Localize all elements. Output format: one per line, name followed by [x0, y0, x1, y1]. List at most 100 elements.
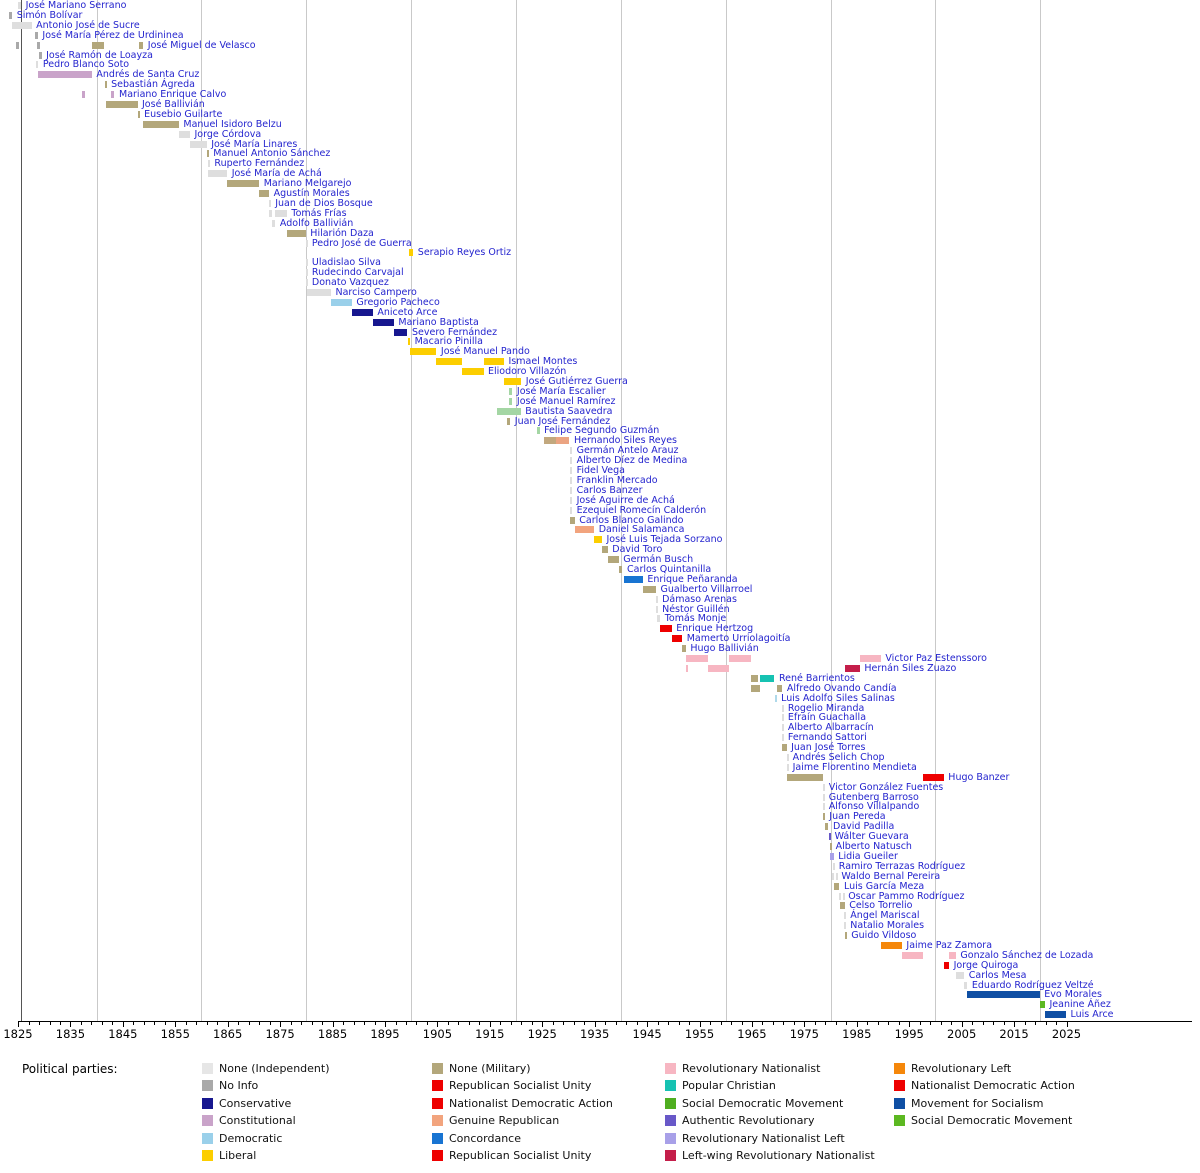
- president-label[interactable]: José Manuel Pando: [440, 346, 530, 358]
- president-label[interactable]: Gonzalo Sánchez de Lozada: [960, 949, 1094, 961]
- president-label[interactable]: David Toro: [612, 544, 663, 556]
- president-label[interactable]: Néstor Guillén: [662, 603, 730, 615]
- president-label[interactable]: Victor Paz Estenssoro: [885, 653, 987, 664]
- president-label[interactable]: Jorge Quiroga: [953, 959, 1019, 971]
- president-label[interactable]: Hugo Ballivián: [690, 643, 759, 655]
- president-label[interactable]: Uladislao Silva: [311, 257, 381, 269]
- president-label[interactable]: Enrique Hertzog: [676, 623, 754, 635]
- president-label[interactable]: Jorge Córdova: [194, 128, 262, 140]
- president-label[interactable]: Mariano Baptista: [398, 316, 479, 328]
- president-label[interactable]: Juan de Dios Bosque: [275, 197, 373, 209]
- president-label[interactable]: Carlos Mesa: [968, 969, 1027, 981]
- president-label[interactable]: Hugo Banzer: [948, 771, 1010, 783]
- president-label[interactable]: Donato Vazquez: [311, 277, 389, 288]
- president-label[interactable]: Felipe Segundo Guzmán: [544, 425, 660, 437]
- president-label[interactable]: Efraín Guachalla: [787, 712, 867, 724]
- president-label[interactable]: José Mariano Serrano: [25, 0, 127, 11]
- president-label[interactable]: Fidel Vega: [576, 465, 625, 476]
- president-label[interactable]: Guido Vildoso: [851, 930, 917, 941]
- president-label[interactable]: José Miguel de Velasco: [147, 39, 256, 51]
- president-label[interactable]: Jaime Paz Zamora: [906, 939, 993, 951]
- president-label[interactable]: René Barrientos: [779, 672, 855, 684]
- president-label[interactable]: Serapio Reyes Ortiz: [417, 247, 512, 259]
- president-label[interactable]: Ángel Mariscal: [850, 910, 920, 922]
- president-label[interactable]: Alberto Natusch: [835, 841, 912, 852]
- president-label[interactable]: Carlos Banzer: [576, 484, 643, 496]
- president-label[interactable]: Waldo Bernal Pereira: [841, 870, 941, 882]
- president-label[interactable]: Pedro José de Guerra: [311, 237, 412, 249]
- president-label[interactable]: José María Escalier: [516, 385, 606, 397]
- president-label[interactable]: Ezequiel Romecín Calderón: [576, 504, 707, 516]
- president-label[interactable]: José María Pérez de Urdininea: [42, 29, 184, 41]
- president-label[interactable]: Narciso Campero: [335, 286, 417, 298]
- president-label[interactable]: Lidia Gueiler: [838, 850, 898, 862]
- president-label[interactable]: Agustín Morales: [273, 188, 350, 199]
- president-label[interactable]: Gregorio Pacheco: [356, 296, 440, 308]
- president-label[interactable]: Juan José Fernández: [514, 415, 611, 427]
- president-label[interactable]: Macario Pinilla: [414, 336, 483, 348]
- president-label[interactable]: Germán Antelo Arauz: [576, 445, 679, 457]
- president-label[interactable]: Hernando Siles Reyes: [574, 435, 678, 447]
- president-label[interactable]: Alberto Díez de Medina: [576, 455, 688, 467]
- president-label[interactable]: Carlos Quintanilla: [627, 564, 712, 575]
- president-label[interactable]: Rudecindo Carvajal: [311, 267, 404, 279]
- president-label[interactable]: Ismael Montes: [508, 356, 578, 368]
- president-label[interactable]: Andrés de Santa Cruz: [96, 69, 200, 81]
- president-label[interactable]: Celso Torrelio: [849, 900, 913, 912]
- president-label[interactable]: José María de Achá: [231, 168, 322, 180]
- president-label[interactable]: Natalio Morales: [850, 920, 925, 932]
- president-label[interactable]: Hilarión Daza: [310, 227, 374, 239]
- president-label[interactable]: Juan José Torres: [791, 742, 866, 753]
- president-label[interactable]: Luis Adolfo Siles Salinas: [781, 692, 895, 704]
- president-label[interactable]: Jaime Florentino Mendieta: [792, 761, 917, 773]
- president-label[interactable]: Luis García Meza: [844, 880, 925, 892]
- president-label[interactable]: Juan Pereda: [829, 811, 886, 823]
- president-label[interactable]: Luis Arce: [1070, 1009, 1114, 1021]
- president-label[interactable]: Tomás Frías: [291, 207, 347, 219]
- president-label[interactable]: José Luis Tejada Sorzano: [606, 534, 723, 546]
- president-label[interactable]: Alberto Albarracín: [787, 722, 874, 734]
- president-label[interactable]: Manuel Isidoro Belzu: [183, 118, 282, 130]
- president-label[interactable]: Mariano Enrique Calvo: [119, 89, 227, 100]
- president-label[interactable]: José Ballivián: [142, 98, 205, 110]
- president-label[interactable]: Mariano Melgarejo: [263, 178, 352, 190]
- president-label[interactable]: Ruperto Fernández: [214, 158, 305, 170]
- president-label[interactable]: Alfonso Villalpando: [828, 801, 920, 813]
- president-label[interactable]: Fernando Sattori: [787, 732, 867, 744]
- president-label[interactable]: Ramiro Terrazas Rodríguez: [838, 860, 966, 872]
- president-label[interactable]: Mamerto Urriolagoitía: [686, 633, 791, 645]
- president-label[interactable]: Bautista Saavedra: [525, 405, 613, 417]
- president-label[interactable]: Simón Bolívar: [16, 9, 83, 21]
- president-label[interactable]: José María Linares: [211, 138, 298, 150]
- president-label[interactable]: Eusebio Guilarte: [144, 108, 223, 120]
- president-label[interactable]: José Gutiérrez Guerra: [525, 376, 628, 387]
- president-label[interactable]: Rogelio Miranda: [787, 702, 865, 714]
- president-label[interactable]: Andrés Selich Chop: [792, 751, 885, 763]
- president-label[interactable]: Dámaso Arenas: [662, 593, 737, 605]
- president-label[interactable]: Jeanine Áñez: [1049, 999, 1111, 1011]
- president-label[interactable]: Gualberto Villarroel: [660, 583, 753, 595]
- president-label[interactable]: Germán Busch: [623, 554, 694, 566]
- president-label[interactable]: Hernán Siles Zuazo: [864, 662, 957, 674]
- president-label[interactable]: José Ramón de Loayza: [46, 49, 153, 61]
- president-label[interactable]: Evo Morales: [1044, 989, 1102, 1001]
- president-label[interactable]: Eduardo Rodríguez Veltzé: [971, 979, 1094, 991]
- president-label[interactable]: Franklin Mercado: [576, 474, 658, 486]
- president-label[interactable]: Manuel Antonio Sánchez: [213, 148, 331, 160]
- president-label[interactable]: Carlos Blanco Galindo: [579, 514, 684, 526]
- president-label[interactable]: David Padilla: [833, 821, 895, 833]
- president-label[interactable]: Oscar Pammo Rodríguez: [848, 890, 965, 902]
- president-label[interactable]: Victor González Fuentes: [828, 781, 944, 793]
- president-label[interactable]: Eliodoro Villazón: [488, 366, 567, 378]
- president-label[interactable]: Adolfo Ballivián: [279, 217, 354, 229]
- president-label[interactable]: Alfredo Ovando Candía: [786, 682, 897, 694]
- president-label[interactable]: José Aguirre de Achá: [576, 494, 675, 506]
- president-label[interactable]: Wálter Guevara: [834, 831, 909, 843]
- president-label[interactable]: Severo Fernández: [412, 326, 498, 338]
- president-label[interactable]: Pedro Blanco Soto: [42, 59, 130, 71]
- president-label[interactable]: Aniceto Arce: [377, 306, 438, 318]
- president-label[interactable]: Gutenberg Barroso: [828, 791, 919, 803]
- president-label[interactable]: Tomás Monje: [664, 613, 727, 625]
- president-label[interactable]: José Manuel Ramírez: [516, 395, 616, 407]
- president-label[interactable]: Daniel Salamanca: [598, 524, 685, 536]
